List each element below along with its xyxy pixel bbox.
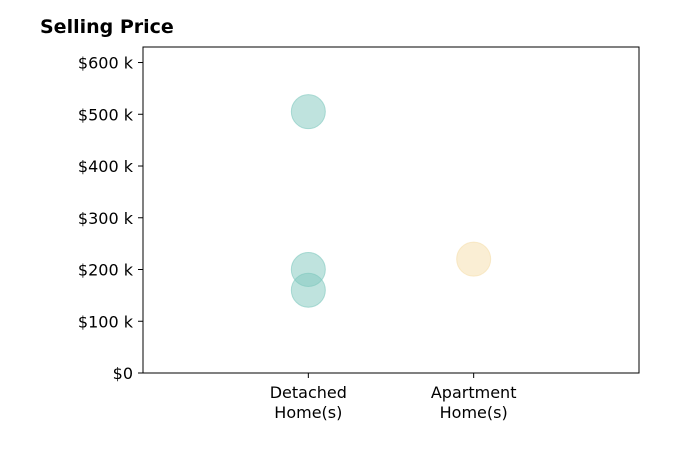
data-point [456,241,492,277]
data-point [290,272,326,308]
plot-frame [142,46,640,374]
y-tick-label: $200 k [78,261,134,280]
data-point [290,94,326,130]
chart-title: Selling Price [40,16,174,38]
x-tick-label: Detached Home(s) [270,383,347,422]
y-tick-label: $600 k [78,54,134,73]
y-tick-label: $100 k [78,312,134,331]
x-tick-label: Apartment Home(s) [431,383,517,422]
y-tick-label: $400 k [78,157,134,176]
y-tick-label: $0 [113,364,133,383]
y-tick-label: $300 k [78,209,134,228]
y-tick-label: $500 k [78,105,134,124]
